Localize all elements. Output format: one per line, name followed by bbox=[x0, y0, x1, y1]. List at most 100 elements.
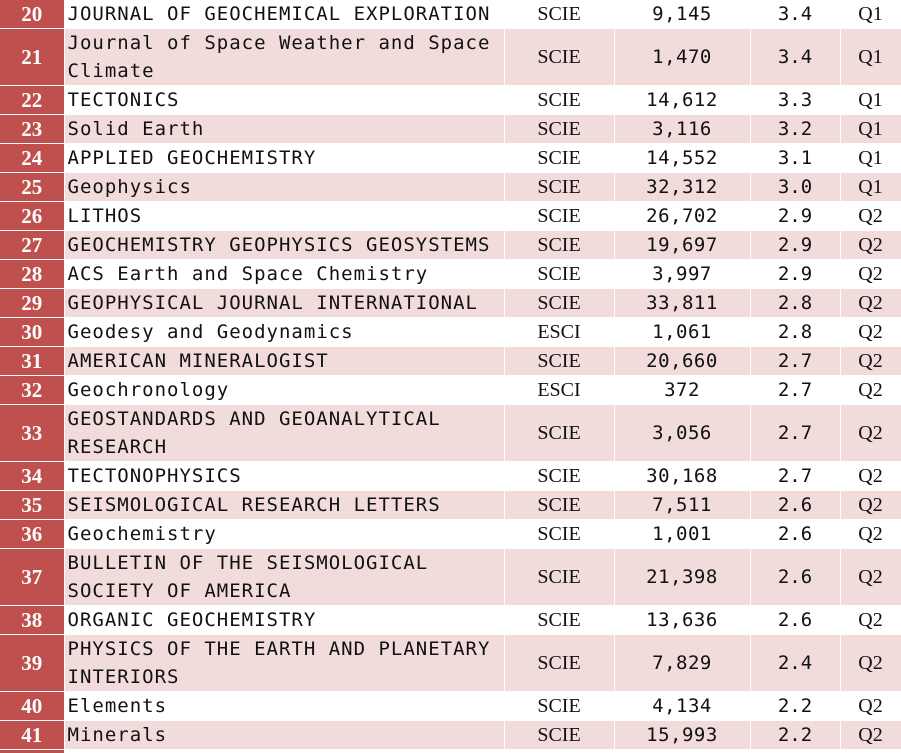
citations-cell: 7,829 bbox=[614, 634, 751, 692]
index-cell: SCIE bbox=[504, 720, 615, 750]
quartile-cell: Q1 bbox=[840, 0, 901, 29]
impact-factor-cell: 3.3 bbox=[750, 85, 841, 115]
quartile-cell: Q2 bbox=[840, 720, 901, 750]
quartile-cell: Q2 bbox=[840, 691, 901, 721]
quartile-cell: Q2 bbox=[840, 548, 901, 606]
table-row: 20 JOURNAL OF GEOCHEMICAL EXPLORATION SCIE… bbox=[0, 0, 901, 29]
quartile-cell: Q2 bbox=[840, 490, 901, 520]
impact-factor-cell: 2.9 bbox=[750, 259, 841, 289]
impact-factor-cell: 2.2 bbox=[750, 749, 841, 753]
table-row: 35 SEISMOLOGICAL RESEARCH LETTERS SCIE 7,51… bbox=[0, 490, 901, 520]
impact-factor-cell: 2.9 bbox=[750, 201, 841, 231]
index-cell: ESCI bbox=[504, 375, 615, 405]
journal-name-cell: Minerals bbox=[64, 720, 505, 750]
impact-factor-cell: 2.6 bbox=[750, 605, 841, 635]
quartile-cell: Q2 bbox=[840, 404, 901, 462]
impact-factor-cell: 3.4 bbox=[750, 28, 841, 86]
index-cell: SCIE bbox=[504, 749, 615, 753]
impact-factor-cell: 3.4 bbox=[750, 0, 841, 29]
rank-cell: 41 bbox=[0, 720, 65, 750]
index-cell: SCIE bbox=[504, 0, 615, 29]
index-cell: SCIE bbox=[504, 28, 615, 86]
citations-cell: 372 bbox=[614, 375, 751, 405]
journal-name-cell: METEORITICS & PLANETARY SCIENCE bbox=[64, 749, 505, 753]
journal-name-cell: LITHOS bbox=[64, 201, 505, 231]
quartile-cell: Q2 bbox=[840, 519, 901, 549]
index-cell: SCIE bbox=[504, 490, 615, 520]
citations-cell: 4,134 bbox=[614, 691, 751, 721]
rank-cell: 35 bbox=[0, 490, 65, 520]
citations-cell: 26,702 bbox=[614, 201, 751, 231]
citations-cell: 6,841 bbox=[614, 749, 751, 753]
rank-cell: 32 bbox=[0, 375, 65, 405]
citations-cell: 20,660 bbox=[614, 346, 751, 376]
journal-name-cell: APPLIED GEOCHEMISTRY bbox=[64, 143, 505, 173]
impact-factor-cell: 2.6 bbox=[750, 548, 841, 606]
rank-cell: 27 bbox=[0, 230, 65, 260]
journal-name-cell: Journal of Space Weather and Space Clima… bbox=[64, 28, 505, 86]
rank-cell: 36 bbox=[0, 519, 65, 549]
citations-cell: 3,116 bbox=[614, 114, 751, 144]
index-cell: SCIE bbox=[504, 461, 615, 491]
citations-cell: 3,056 bbox=[614, 404, 751, 462]
journal-name-cell: JOURNAL OF GEOCHEMICAL EXPLORATION bbox=[64, 0, 505, 29]
index-cell: SCIE bbox=[504, 605, 615, 635]
citations-cell: 3,997 bbox=[614, 259, 751, 289]
quartile-cell: Q1 bbox=[840, 28, 901, 86]
journal-name-cell: ACS Earth and Space Chemistry bbox=[64, 259, 505, 289]
table-row: 29 GEOPHYSICAL JOURNAL INTERNATIONAL SCIE 3… bbox=[0, 288, 901, 318]
citations-cell: 15,993 bbox=[614, 720, 751, 750]
quartile-cell: Q2 bbox=[840, 375, 901, 405]
citations-cell: 7,511 bbox=[614, 490, 751, 520]
index-cell: SCIE bbox=[504, 143, 615, 173]
impact-factor-cell: 2.8 bbox=[750, 317, 841, 347]
table-row: 42METEORITICS & PLANETARY SCIENCESCIE6,8… bbox=[0, 749, 901, 753]
rank-cell: 39 bbox=[0, 634, 65, 692]
table-row: 21 Journal of Space Weather and Space Cli… bbox=[0, 28, 901, 86]
rank-cell: 40 bbox=[0, 691, 65, 721]
citations-cell: 19,697 bbox=[614, 230, 751, 260]
citations-cell: 1,001 bbox=[614, 519, 751, 549]
journal-name-cell: GEOCHEMISTRY GEOPHYSICS GEOSYSTEMS bbox=[64, 230, 505, 260]
journal-name-cell: Solid Earth bbox=[64, 114, 505, 144]
citations-cell: 1,061 bbox=[614, 317, 751, 347]
index-cell: SCIE bbox=[504, 114, 615, 144]
rank-cell: 34 bbox=[0, 461, 65, 491]
index-cell: SCIE bbox=[504, 346, 615, 376]
quartile-cell: Q1 bbox=[840, 172, 901, 202]
quartile-cell: Q2 bbox=[840, 317, 901, 347]
index-cell: SCIE bbox=[504, 230, 615, 260]
citations-cell: 1,470 bbox=[614, 28, 751, 86]
quartile-cell: Q1 bbox=[840, 143, 901, 173]
table-row: 23 Solid Earth SCIE 3,116 3.2 Q1 bbox=[0, 114, 901, 144]
impact-factor-cell: 3.2 bbox=[750, 114, 841, 144]
impact-factor-cell: 2.6 bbox=[750, 519, 841, 549]
table-row: 27 GEOCHEMISTRY GEOPHYSICS GEOSYSTEMS SCIE… bbox=[0, 230, 901, 260]
impact-factor-cell: 2.8 bbox=[750, 288, 841, 318]
rank-cell: 31 bbox=[0, 346, 65, 376]
rank-cell: 38 bbox=[0, 605, 65, 635]
journal-name-cell: PHYSICS OF THE EARTH AND PLANETARY INTER… bbox=[64, 634, 505, 692]
table-row: 36 Geochemistry SCIE 1,001 2.6 Q2 bbox=[0, 519, 901, 549]
impact-factor-cell: 3.1 bbox=[750, 143, 841, 173]
quartile-cell: Q2 bbox=[840, 288, 901, 318]
impact-factor-cell: 2.7 bbox=[750, 461, 841, 491]
index-cell: SCIE bbox=[504, 288, 615, 318]
table-row: 31 AMERICAN MINERALOGIST SCIE 20,660 2.7 Q2 bbox=[0, 346, 901, 376]
citations-cell: 14,552 bbox=[614, 143, 751, 173]
quartile-cell: Q2 bbox=[840, 605, 901, 635]
journal-name-cell: SEISMOLOGICAL RESEARCH LETTERS bbox=[64, 490, 505, 520]
rank-cell: 20 bbox=[0, 0, 65, 29]
quartile-cell: Q2 bbox=[840, 634, 901, 692]
rank-cell: 30 bbox=[0, 317, 65, 347]
citations-cell: 21,398 bbox=[614, 548, 751, 606]
quartile-cell: Q2 bbox=[840, 230, 901, 260]
impact-factor-cell: 2.7 bbox=[750, 346, 841, 376]
table-row: 30 Geodesy and Geodynamics ESCI 1,061 2.8 Q2 bbox=[0, 317, 901, 347]
table-row: 25 Geophysics SCIE 32,312 3.0 Q1 bbox=[0, 172, 901, 202]
impact-factor-cell: 2.7 bbox=[750, 404, 841, 462]
quartile-cell: Q2 bbox=[840, 259, 901, 289]
index-cell: SCIE bbox=[504, 259, 615, 289]
table-row: 37 BULLETIN OF THE SEISMOLOGICAL SOCIETY … bbox=[0, 548, 901, 606]
